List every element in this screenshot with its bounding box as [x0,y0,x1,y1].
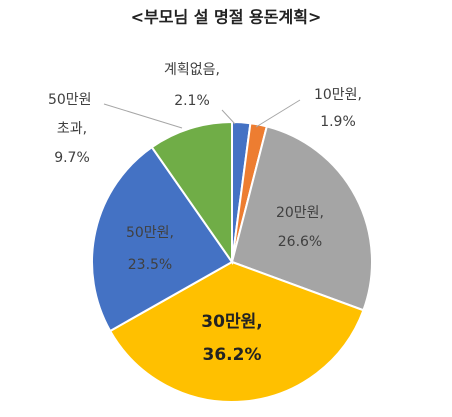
data-label-value: 9.7% [54,150,90,166]
data-label-category: 50만원, [126,225,174,241]
data-label-category: 30만원, [201,312,262,332]
data-label-value: 1.9% [320,114,356,130]
data-label-category: 계획없음, [164,62,220,78]
leader-line [255,99,301,128]
pie-slice [150,120,233,266]
chart-title: <부모님 설 명절 용돈계획> [131,8,322,27]
pie-slice [91,145,234,333]
pie-slice [108,260,365,403]
data-label-value: 2.1% [174,93,210,109]
data-label-category: 20만원, [276,205,324,221]
pie-slice [230,125,373,312]
leader-line [221,109,236,125]
data-label-value: 36.2% [203,345,262,365]
data-label-value: 23.5% [128,257,172,273]
data-label-category: 50만원 초과, [48,92,96,137]
leader-line [103,103,183,129]
data-label-category: 10만원, [314,87,362,103]
data-label-value: 26.6% [278,234,322,250]
